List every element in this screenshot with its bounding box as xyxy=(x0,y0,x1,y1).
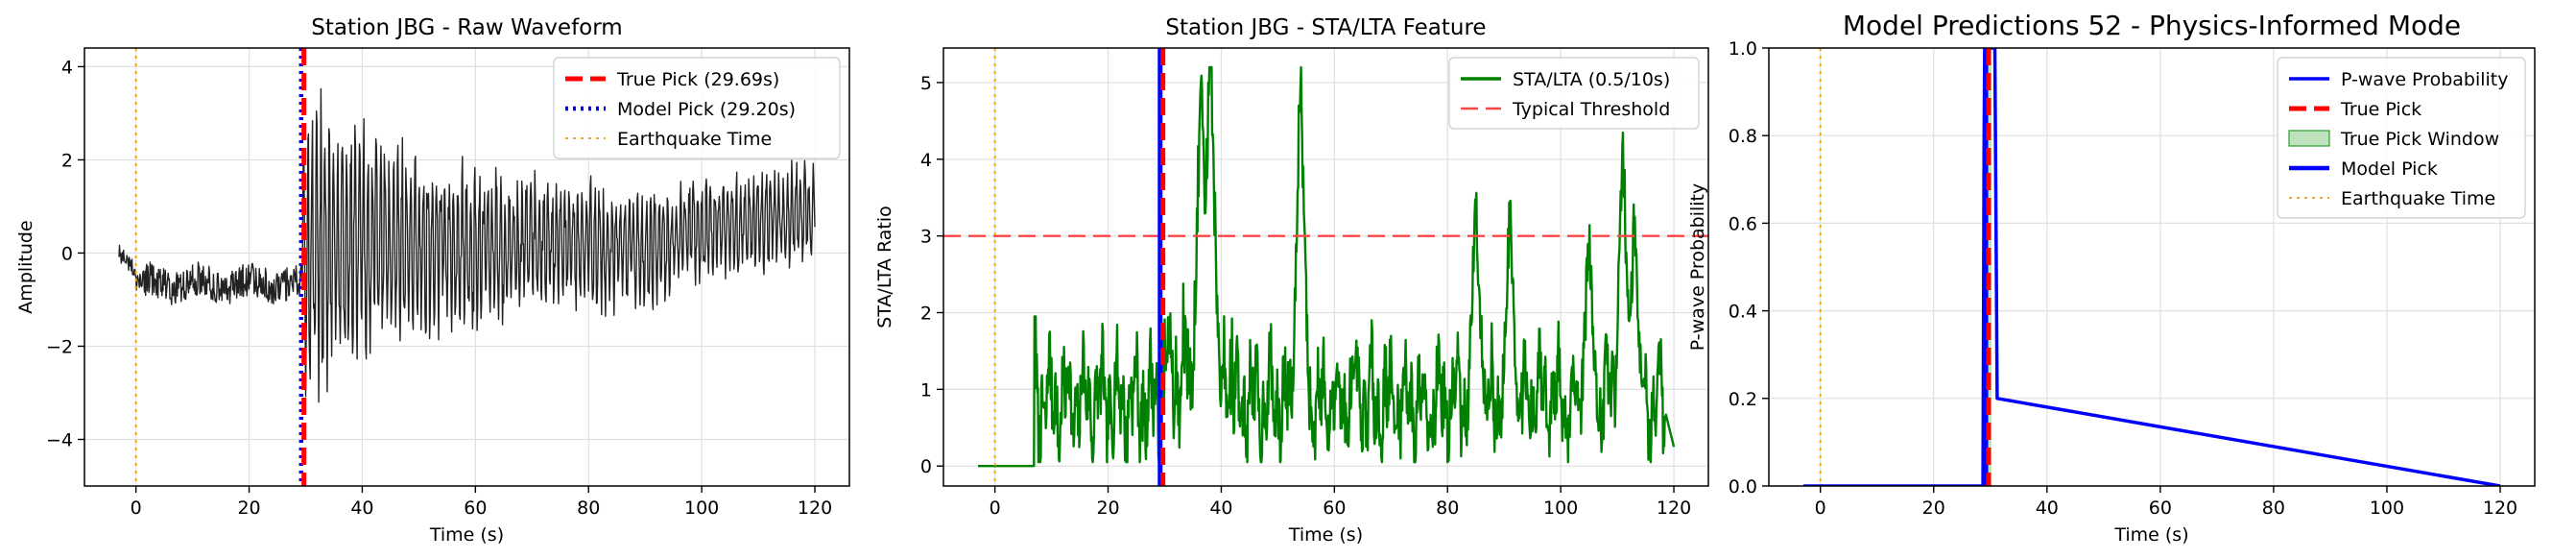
legend-box xyxy=(2277,57,2526,219)
x-tick-label: 0 xyxy=(1815,498,1826,519)
legend-label: P-wave Probability xyxy=(2341,69,2509,90)
x-tick-label: 120 xyxy=(1657,498,1691,519)
subplot-3: 0 20 40 60 80 100 120 0.0 0.2 0.4 0.6 0.8 1.0 Model P… xyxy=(1687,10,2536,546)
x-tick-label: 20 xyxy=(1922,498,1945,519)
y-tick-label: 0 xyxy=(61,243,73,264)
subplot-1: 0 20 40 60 80 100 120 −4 −2 0 2 4 Station JBG - Raw … xyxy=(15,15,850,546)
y-tick-label: −2 xyxy=(46,336,73,357)
y-tick-label: 2 xyxy=(61,150,73,171)
x-axis-label: Time (s) xyxy=(2113,524,2188,546)
x-tick-label: 80 xyxy=(577,498,600,519)
x-tick-label: 100 xyxy=(2370,498,2404,519)
x-tick-label: 60 xyxy=(2149,498,2172,519)
legend: STA/LTA (0.5/10s) Typical Threshold xyxy=(1448,57,1700,130)
x-tick-label: 40 xyxy=(2036,498,2059,519)
y-tick-label: 0 xyxy=(920,456,932,477)
legend-box xyxy=(553,57,841,159)
legend-box xyxy=(1448,57,1700,130)
legend-label: Earthquake Time xyxy=(2341,188,2495,209)
y-axis-label: STA/LTA Ratio xyxy=(874,206,895,328)
legend: P-wave Probability True Pick True Pick Win… xyxy=(2277,57,2526,219)
plot-area xyxy=(1803,48,2501,486)
legend: True Pick (29.69s) Model Pick (29.20s) Ear… xyxy=(553,57,841,159)
axes-frame xyxy=(1768,47,2536,487)
x-tick-label: 20 xyxy=(237,498,260,519)
legend-swatch xyxy=(2288,130,2330,147)
chart-title: Station JBG - STA/LTA Feature xyxy=(1165,15,1486,40)
legend-label: STA/LTA (0.5/10s) xyxy=(1513,69,1670,90)
x-tick-label: 100 xyxy=(684,498,719,519)
x-tick-label: 80 xyxy=(2262,498,2285,519)
subplot-2: 0 20 40 60 80 100 120 0 1 2 3 4 5 Station JBG - STA/L… xyxy=(874,15,1709,546)
x-axis-label: Time (s) xyxy=(1288,524,1363,546)
plot-area xyxy=(943,48,1708,486)
y-tick-label: 5 xyxy=(920,73,932,94)
y-tick-label: 4 xyxy=(920,150,932,171)
y-tick-label: −4 xyxy=(46,429,73,450)
x-tick-label: 60 xyxy=(464,498,487,519)
x-tick-label: 0 xyxy=(131,498,142,519)
y-tick-label: 0.0 xyxy=(1729,476,1757,498)
legend-label: Model Pick (29.20s) xyxy=(617,99,796,120)
x-tick-label: 40 xyxy=(1209,498,1232,519)
x-tick-label: 0 xyxy=(990,498,1001,519)
x-tick-label: 40 xyxy=(350,498,373,519)
y-tick-label: 1 xyxy=(920,379,932,401)
axes-frame xyxy=(83,47,850,487)
chart-title: Station JBG - Raw Waveform xyxy=(311,15,622,40)
chart-title: Model Predictions 52 - Physics-Informed … xyxy=(1843,10,2461,41)
y-tick-label: 0.6 xyxy=(1729,213,1757,234)
y-tick-label: 0.4 xyxy=(1729,302,1757,323)
legend-label: True Pick Window xyxy=(2340,129,2499,150)
y-tick-label: 4 xyxy=(61,57,73,78)
x-tick-label: 60 xyxy=(1323,498,1346,519)
legend-label: Model Pick xyxy=(2341,158,2438,180)
legend-label: Typical Threshold xyxy=(1512,99,1670,120)
y-tick-label: 2 xyxy=(920,304,932,325)
legend-label: Earthquake Time xyxy=(617,129,772,150)
legend-label: True Pick xyxy=(2340,99,2421,120)
axes-frame xyxy=(942,47,1709,487)
y-axis-label: P-wave Probability xyxy=(1687,183,1708,352)
x-tick-label: 120 xyxy=(798,498,832,519)
y-tick-label: 0.2 xyxy=(1729,389,1757,410)
plot-area xyxy=(118,48,816,486)
x-tick-label: 80 xyxy=(1436,498,1459,519)
y-tick-label: 3 xyxy=(920,227,932,248)
y-tick-label: 0.8 xyxy=(1729,126,1757,147)
x-tick-label: 20 xyxy=(1096,498,1119,519)
stalta-series-line xyxy=(977,65,1676,468)
x-axis-label: Time (s) xyxy=(429,524,504,546)
waveform-series-line xyxy=(118,87,816,403)
true-pick-window-span xyxy=(1986,48,1992,486)
legend-label: True Pick (29.69s) xyxy=(616,69,779,90)
y-axis-label: Amplitude xyxy=(15,220,36,313)
x-tick-label: 100 xyxy=(1543,498,1578,519)
y-tick-label: 1.0 xyxy=(1729,38,1757,60)
x-tick-label: 120 xyxy=(2483,498,2517,519)
